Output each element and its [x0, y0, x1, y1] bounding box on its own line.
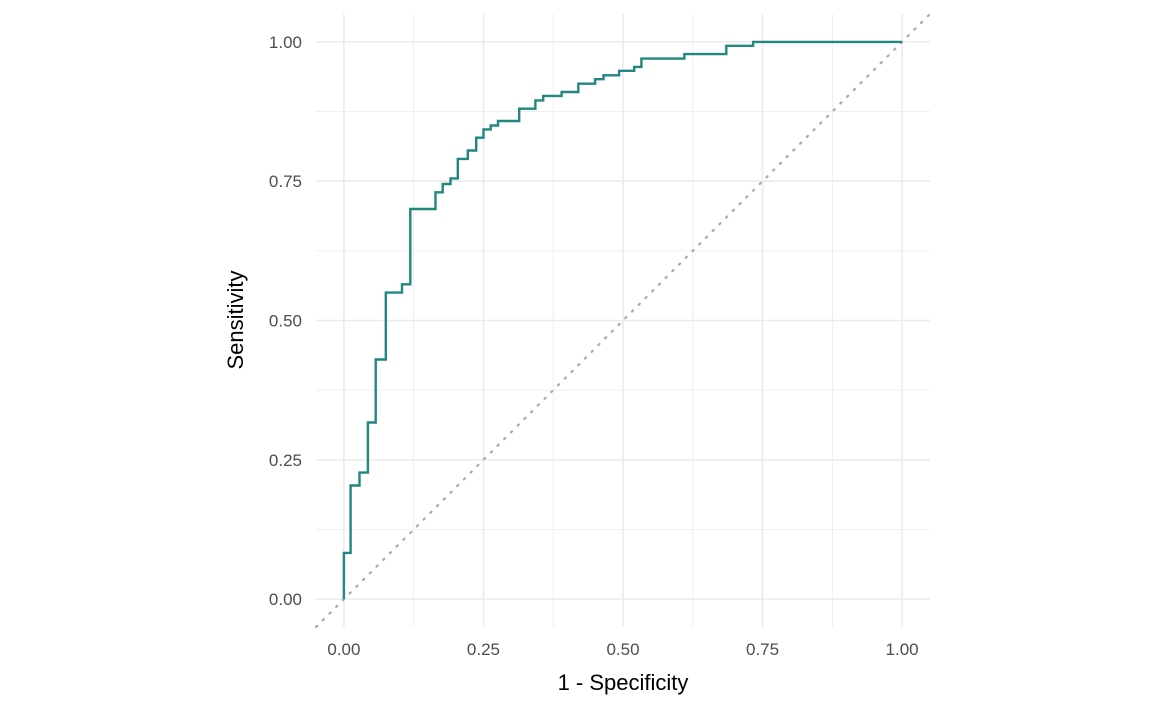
x-tick-label: 0.50 [606, 640, 639, 659]
roc-curve-line [342, 40, 903, 600]
roc-curve-layer [342, 40, 903, 600]
x-tick-label: 0.75 [746, 640, 779, 659]
x-tick-label: 0.25 [467, 640, 500, 659]
grid-major [316, 14, 930, 627]
x-tick-label: 0.00 [327, 640, 360, 659]
x-tick-label: 1.00 [886, 640, 919, 659]
reference-line-layer [314, 12, 932, 629]
reference-diagonal-line [314, 12, 932, 629]
y-tick-label: 0.25 [269, 451, 302, 470]
y-axis-title: Sensitivity [223, 270, 248, 369]
y-tick-label: 0.75 [269, 172, 302, 191]
y-tick-label: 1.00 [269, 33, 302, 52]
y-tick-label: 0.00 [269, 590, 302, 609]
x-axis-ticks: 0.00 0.25 0.50 0.75 1.00 [327, 640, 918, 659]
x-axis-title: 1 - Specificity [558, 670, 689, 695]
y-tick-label: 0.50 [269, 312, 302, 331]
y-axis-ticks: 0.00 0.25 0.50 0.75 1.00 [269, 33, 302, 609]
